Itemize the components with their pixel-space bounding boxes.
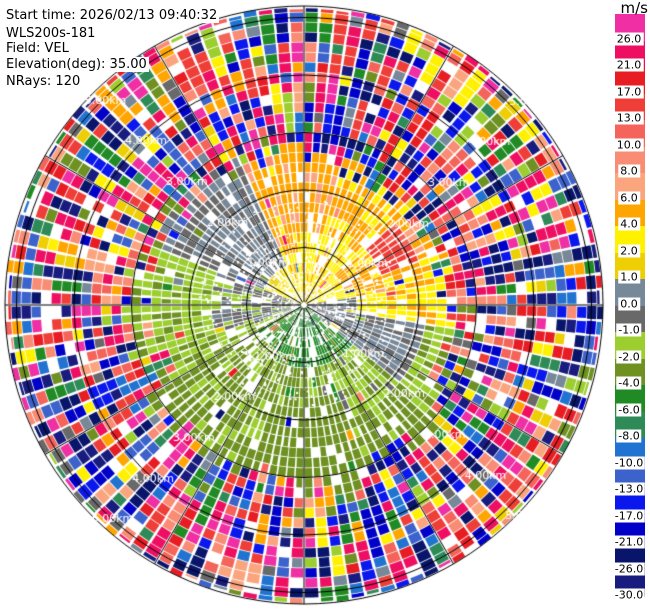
colorbar-tick-label: -17.0 — [612, 509, 646, 522]
colorbar-tick-label: 4.0 — [618, 217, 640, 231]
colorbar-tick-label: 1.0 — [618, 270, 640, 284]
colorbar-tick-label: -2.0 — [616, 350, 642, 363]
nrays-text: NRays: 120 — [4, 74, 83, 89]
colorbar-tick-label: 10.0 — [614, 138, 644, 151]
colorbar-tick-label: 26.0 — [614, 32, 644, 45]
colorbar-tick-label: 13.0 — [614, 111, 644, 125]
colorbar-tick-label: -30.0 — [612, 588, 646, 602]
colorbar-tick-label: 17.0 — [614, 85, 644, 98]
colorbar-tick-label: -4.0 — [616, 376, 642, 390]
elevation-text: Elevation(deg): 35.00 — [4, 57, 149, 72]
colorbar-tick-label: -10.0 — [612, 456, 646, 469]
header-line-nrays: NRays: 120 — [4, 70, 83, 89]
colorbar-tick-label: 0.0 — [618, 297, 640, 310]
header-line-start-time: Start time: 2026/02/13 09:40:32 — [4, 4, 220, 23]
colorbar-tick-label: 2.0 — [618, 244, 640, 257]
colorbar-tick-label: -1.0 — [616, 323, 642, 337]
header-line-elevation: Elevation(deg): 35.00 — [4, 53, 149, 72]
header-line-field: Field: VEL — [4, 37, 71, 56]
colorbar-tick-label: -8.0 — [616, 429, 642, 443]
field-text: Field: VEL — [4, 41, 71, 56]
header-line-instrument: WLS200s-181 — [4, 22, 98, 41]
colorbar-tick-label: 21.0 — [614, 58, 644, 72]
colorbar-tick-label: 6.0 — [618, 191, 640, 204]
start-time-text: Start time: 2026/02/13 09:40:32 — [4, 8, 220, 23]
instrument-text: WLS200s-181 — [4, 26, 98, 41]
colorbar-tick-label: -13.0 — [612, 482, 646, 496]
colorbar-unit-label: m/s — [620, 0, 648, 17]
colorbar-tick-label: -26.0 — [612, 562, 646, 575]
colorbar-tick-label: -21.0 — [612, 535, 646, 549]
colorbar-tick-label: -6.0 — [616, 403, 642, 416]
colorbar-tick-label: 8.0 — [618, 164, 640, 178]
